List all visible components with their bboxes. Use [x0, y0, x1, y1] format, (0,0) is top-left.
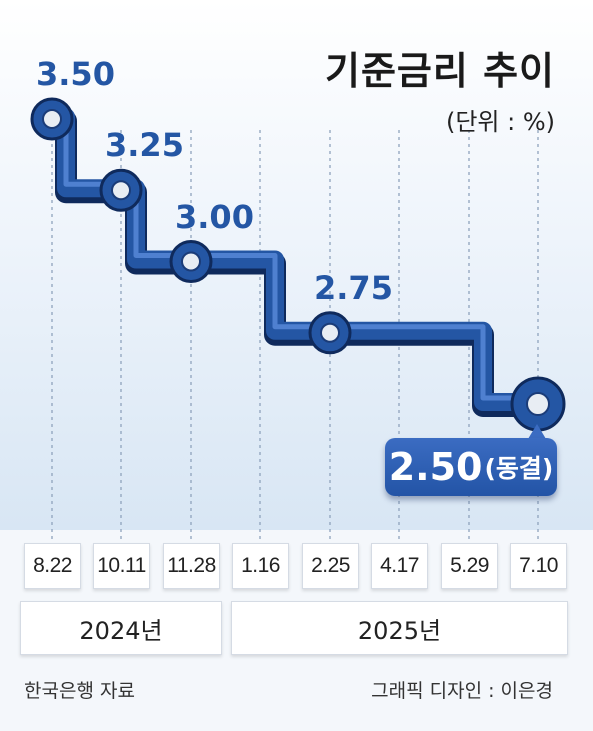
- rate-markers: [30, 97, 566, 432]
- rate-marker-center: [111, 180, 131, 201]
- current-rate-note: (동결): [484, 454, 554, 483]
- unit-label: (단위 : %): [445, 108, 555, 136]
- source-label: 한국은행 자료: [24, 680, 135, 702]
- current-rate-badge: 2.50 (동결): [385, 438, 557, 496]
- credit-label: 그래픽 디자인 : 이은경: [371, 680, 553, 702]
- date-tick-label: 1.16: [232, 543, 289, 589]
- date-tick-label: 2.25: [302, 543, 359, 589]
- chart-title: 기준금리 추이: [325, 49, 555, 93]
- rate-value-label: 3.00: [175, 197, 254, 236]
- year-2024: 2024년: [20, 601, 222, 655]
- rate-value-label: 3.50: [36, 55, 115, 93]
- rate-marker-center: [181, 251, 201, 272]
- date-tick-label: 11.28: [163, 543, 220, 589]
- current-rate-value: 2.50: [388, 445, 483, 489]
- rate-value-label: 3.25: [105, 126, 184, 165]
- date-tick-label: 8.22: [24, 543, 81, 589]
- rate-value-label: 2.75: [314, 268, 393, 307]
- date-tick-label: 10.11: [93, 543, 150, 589]
- rate-marker-center: [42, 109, 62, 129]
- date-tick-label: 4.17: [371, 543, 428, 589]
- rate-marker-center: [526, 392, 550, 416]
- date-tick-label: 7.10: [510, 543, 567, 589]
- badge-pointer: [528, 424, 546, 439]
- date-tick-label: 5.29: [441, 543, 498, 589]
- year-2025: 2025년: [231, 601, 568, 655]
- rate-marker-center: [320, 322, 340, 343]
